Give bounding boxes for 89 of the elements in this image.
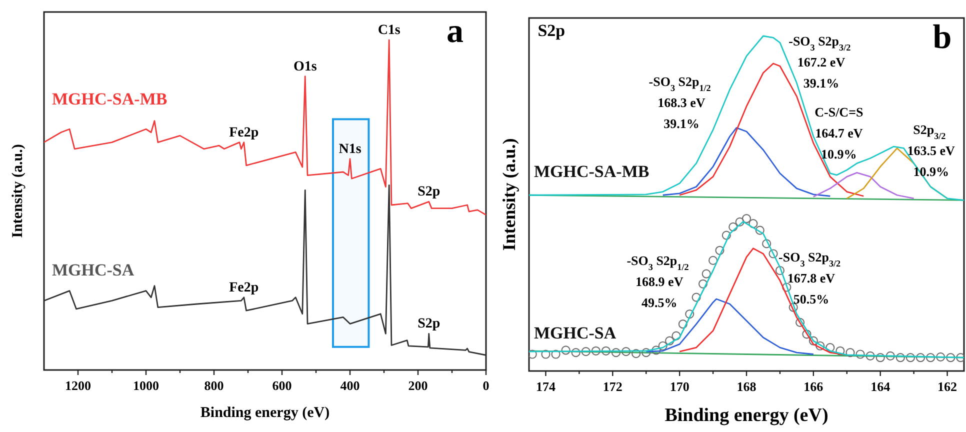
- annotation: b: [932, 19, 952, 56]
- point: [788, 302, 798, 312]
- annotation: Fe2p: [229, 280, 259, 296]
- point: [529, 350, 537, 359]
- x-tick-label: 164: [870, 379, 891, 394]
- y-axis-title: Intensity (a.u.): [499, 138, 519, 251]
- x-axis-title: Binding energy (eV): [664, 405, 828, 426]
- point: [748, 219, 758, 228]
- x-tick-label: 1200: [65, 378, 91, 393]
- point: [876, 353, 885, 362]
- annotation: -SO$_{3}$ S2p$_{1/2}$ 168.3 eV 39.1%: [648, 74, 712, 131]
- x-tick-label: 800: [204, 378, 224, 393]
- point: [642, 348, 651, 358]
- point: [946, 353, 956, 362]
- x-tick-label: 200: [408, 378, 428, 393]
- point: [906, 353, 916, 362]
- annotation: Fe2p: [229, 125, 259, 140]
- x-axis-title: Binding energy (eV): [200, 405, 330, 421]
- y-axis-title: Intensity (a.u.): [10, 144, 26, 238]
- annotation: a: [446, 13, 464, 50]
- point: [775, 266, 785, 276]
- x-tick-label: 172: [602, 379, 622, 394]
- point: [658, 341, 668, 350]
- x-tick-label: 170: [670, 379, 690, 394]
- point: [768, 249, 778, 258]
- point: [611, 348, 621, 358]
- annotation: S2p: [418, 184, 440, 200]
- point: [672, 331, 681, 340]
- annotation: -SO$_{3}$ S2p$_{3/2}$ 167.8 eV 50.5%: [778, 249, 842, 306]
- point: [715, 246, 724, 255]
- x-tick-label: 400: [340, 378, 360, 393]
- annotation: N1s: [338, 142, 362, 157]
- x-tick-label: 0: [482, 378, 490, 393]
- point: [926, 353, 936, 362]
- point: [956, 353, 964, 362]
- point: [826, 343, 835, 352]
- point: [664, 336, 674, 346]
- series-label: MGHC-SA-MB: [52, 89, 168, 108]
- point: [896, 353, 905, 362]
- annotation: -SO$_{3}$ S2p$_{3/2}$ 167.2 eV 39.1%: [788, 33, 852, 90]
- point: [728, 222, 738, 232]
- point: [561, 346, 570, 355]
- point: [678, 320, 688, 329]
- point: [621, 347, 631, 356]
- point: [846, 348, 855, 358]
- point: [856, 350, 865, 359]
- annotation: O1s: [293, 59, 318, 74]
- point: [916, 353, 926, 362]
- point: [782, 282, 792, 292]
- point: [722, 230, 731, 240]
- point: [692, 292, 701, 302]
- point: [936, 352, 946, 362]
- point: [632, 349, 641, 358]
- point: [886, 351, 895, 360]
- point: [551, 350, 560, 359]
- point: [735, 217, 744, 226]
- point: [601, 346, 611, 356]
- point: [581, 347, 590, 356]
- point: [755, 226, 764, 235]
- point: [762, 239, 772, 248]
- point: [571, 348, 580, 358]
- point: [795, 318, 805, 327]
- point: [541, 350, 550, 359]
- x-tick-label: 162: [938, 379, 958, 394]
- point: [685, 310, 694, 319]
- annotation: C-S/C=S 164.7 eV 10.9%: [814, 104, 864, 162]
- x-tick-label: 168: [736, 379, 757, 394]
- point: [866, 351, 875, 360]
- x-tick-label: 166: [804, 379, 824, 394]
- point: [702, 269, 711, 278]
- annotation: C1s: [378, 23, 401, 38]
- point: [836, 346, 845, 356]
- point: [808, 336, 818, 346]
- series-label: MGHC-SA: [534, 324, 617, 343]
- point: [802, 330, 812, 339]
- annotation: S2p: [538, 21, 566, 40]
- point: [652, 346, 661, 355]
- series-label: MGHC-SA: [52, 260, 135, 280]
- point: [742, 214, 752, 224]
- series-label: MGHC-SA-MB: [534, 162, 650, 182]
- point: [591, 346, 600, 356]
- x-tick-label: 174: [536, 379, 556, 394]
- annotation: S2p: [418, 316, 440, 332]
- x-tick-label: 600: [272, 378, 292, 393]
- x-tick-label: 1000: [133, 378, 159, 393]
- annotation: -SO$_{3}$ S2p$_{1/2}$ 168.9 eV 49.5%: [626, 252, 690, 310]
- point: [708, 256, 718, 265]
- point: [816, 341, 825, 350]
- point: [698, 279, 708, 288]
